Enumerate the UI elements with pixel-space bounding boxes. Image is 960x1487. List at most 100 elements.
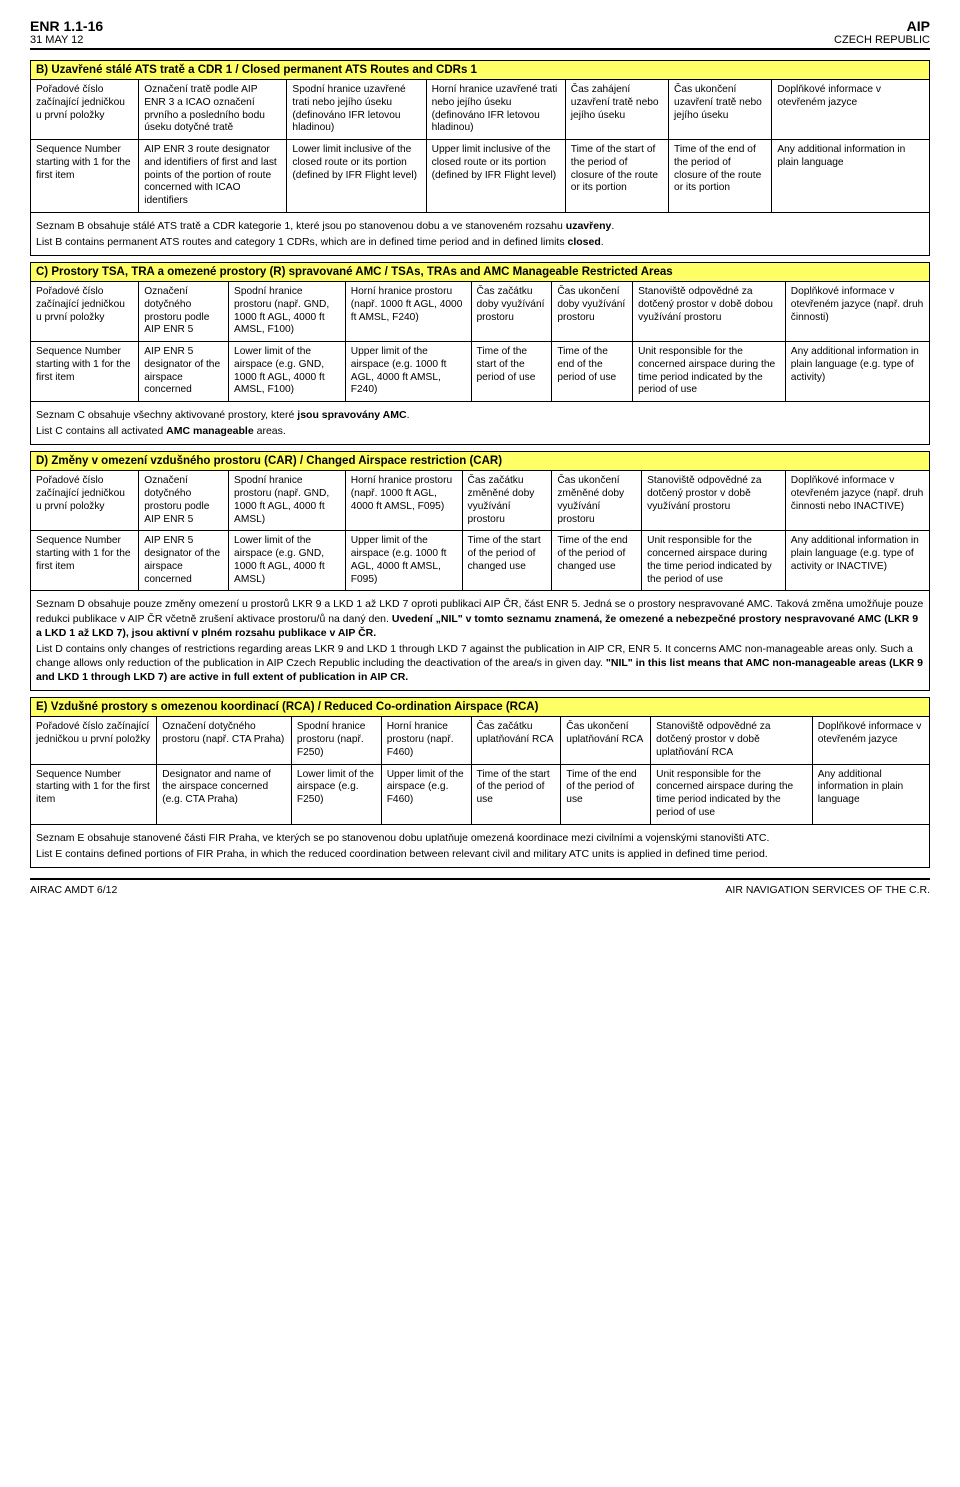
section-b-row-cz: Pořadové číslo začínající jedničkou u pr… — [31, 80, 929, 140]
table-cell: Lower limit of the airspace (e.g. GND, 1… — [229, 342, 346, 402]
table-cell: Doplňkové informace v otevřeném jazyce — [812, 717, 929, 764]
table-cell: Čas začátku uplatňování RCA — [471, 717, 561, 764]
note-text: Seznam C obsahuje všechny aktivované pro… — [36, 408, 924, 422]
section-e-table: Pořadové číslo začínající jedničkou u pr… — [31, 717, 929, 823]
note-text: List D contains only changes of restrict… — [36, 642, 924, 685]
table-cell: Unit responsible for the concerned airsp… — [642, 531, 786, 591]
section-b: B) Uzavřené stálé ATS tratě a CDR 1 / Cl… — [30, 60, 930, 256]
table-cell: Time of the end of the period of use — [552, 342, 633, 402]
table-cell: Pořadové číslo začínající jedničkou u pr… — [31, 471, 139, 531]
table-cell: Time of the start of the period of chang… — [462, 531, 552, 591]
table-cell: Označení dotyčného prostoru podle AIP EN… — [139, 471, 229, 531]
section-c-row-cz: Pořadové číslo začínající jedničkou u pr… — [31, 282, 929, 342]
table-cell: Upper limit of the airspace (e.g. 1000 f… — [345, 342, 471, 402]
table-cell: Time of the end of the period of use — [561, 764, 651, 824]
table-cell: Doplňkové informace v otevřeném jazyce (… — [785, 471, 929, 531]
table-cell: Stanoviště odpovědné za dotčený prostor … — [642, 471, 786, 531]
section-d: D) Změny v omezení vzdušného prostoru (C… — [30, 451, 930, 691]
table-cell: Any additional information in plain lang… — [812, 764, 929, 824]
table-cell: Unit responsible for the concerned airsp… — [651, 764, 813, 824]
section-d-notes: Seznam D obsahuje pouze změny omezení u … — [31, 590, 929, 690]
note-text: Seznam B obsahuje stálé ATS tratě a CDR … — [36, 219, 924, 233]
table-cell: Čas ukončení uzavření tratě nebo jejího … — [669, 80, 772, 140]
table-cell: Sequence Number starting with 1 for the … — [31, 342, 139, 402]
table-cell: AIP ENR 5 designator of the airspace con… — [139, 531, 229, 591]
table-cell: Lower limit of the airspace (e.g. F250) — [291, 764, 381, 824]
table-cell: Any additional information in plain lang… — [772, 140, 929, 212]
table-cell: Spodní hranice prostoru (např. GND, 1000… — [229, 282, 346, 342]
table-cell: Stanoviště odpovědné za dotčený prostor … — [633, 282, 786, 342]
section-e-row-cz: Pořadové číslo začínající jedničkou u pr… — [31, 717, 929, 764]
table-cell: Čas ukončení uplatňování RCA — [561, 717, 651, 764]
note-text: Seznam D obsahuje pouze změny omezení u … — [36, 597, 924, 640]
section-b-row-en: Sequence Number starting with 1 for the … — [31, 140, 929, 212]
table-cell: Označení tratě podle AIP ENR 3 a ICAO oz… — [139, 80, 287, 140]
table-cell: Spodní hranice prostoru (např. GND, 1000… — [229, 471, 346, 531]
header-left: ENR 1.1-16 31 MAY 12 — [30, 18, 103, 46]
table-cell: Doplňkové informace v otevřeném jazyce (… — [785, 282, 929, 342]
table-cell: Označení dotyčného prostoru (např. CTA P… — [157, 717, 292, 764]
table-cell: Čas ukončení doby využívání prostoru — [552, 282, 633, 342]
table-cell: Sequence Number starting with 1 for the … — [31, 140, 139, 212]
page: ENR 1.1-16 31 MAY 12 AIP CZECH REPUBLIC … — [0, 0, 960, 914]
section-c-notes: Seznam C obsahuje všechny aktivované pro… — [31, 401, 929, 444]
country-label: CZECH REPUBLIC — [834, 34, 930, 46]
table-cell: Čas ukončení změněné doby využívání pros… — [552, 471, 642, 531]
footer-right: AIR NAVIGATION SERVICES OF THE C.R. — [725, 884, 930, 896]
table-cell: Upper limit of the airspace (e.g. 1000 f… — [345, 531, 462, 591]
table-cell: Spodní hranice prostoru (např. F250) — [291, 717, 381, 764]
page-header: ENR 1.1-16 31 MAY 12 AIP CZECH REPUBLIC — [30, 18, 930, 50]
page-footer: AIRAC AMDT 6/12 AIR NAVIGATION SERVICES … — [30, 878, 930, 896]
table-cell: Time of the start of the period of use — [471, 764, 561, 824]
table-cell: Time of the end of the period of closure… — [669, 140, 772, 212]
aip-label: AIP — [834, 18, 930, 34]
section-c-title: C) Prostory TSA, TRA a omezené prostory … — [31, 263, 929, 282]
table-cell: Sequence Number starting with 1 for the … — [31, 764, 157, 824]
section-e: E) Vzdušné prostory s omezenou koordinac… — [30, 697, 930, 868]
section-d-title: D) Změny v omezení vzdušného prostoru (C… — [31, 452, 929, 471]
section-b-table: Pořadové číslo začínající jedničkou u pr… — [31, 80, 929, 212]
table-cell: Upper limit inclusive of the closed rout… — [426, 140, 565, 212]
section-d-table: Pořadové číslo začínající jedničkou u pr… — [31, 471, 929, 590]
table-cell: Pořadové číslo začínající jedničkou u pr… — [31, 282, 139, 342]
table-cell: Time of the start of the period of closu… — [565, 140, 668, 212]
table-cell: Stanoviště odpovědné za dotčený prostor … — [651, 717, 813, 764]
table-cell: Unit responsible for the concerned airsp… — [633, 342, 786, 402]
footer-left: AIRAC AMDT 6/12 — [30, 884, 117, 896]
table-cell: Pořadové číslo začínající jedničkou u pr… — [31, 717, 157, 764]
section-b-title: B) Uzavřené stálé ATS tratě a CDR 1 / Cl… — [31, 61, 929, 80]
table-cell: Pořadové číslo začínající jedničkou u pr… — [31, 80, 139, 140]
section-c: C) Prostory TSA, TRA a omezené prostory … — [30, 262, 930, 445]
table-cell: Designator and name of the airspace conc… — [157, 764, 292, 824]
section-e-notes: Seznam E obsahuje stanovené části FIR Pr… — [31, 824, 929, 867]
table-cell: Čas zahájení uzavření tratě nebo jejího … — [565, 80, 668, 140]
table-cell: AIP ENR 5 designator of the airspace con… — [139, 342, 229, 402]
table-cell: Horní hranice prostoru (např. 1000 ft AG… — [345, 282, 471, 342]
table-cell: Označení dotyčného prostoru podle AIP EN… — [139, 282, 229, 342]
note-text: List E contains defined portions of FIR … — [36, 847, 924, 861]
header-right: AIP CZECH REPUBLIC — [834, 18, 930, 46]
table-cell: Čas začátku doby využívání prostoru — [471, 282, 552, 342]
section-b-notes: Seznam B obsahuje stálé ATS tratě a CDR … — [31, 212, 929, 255]
table-cell: Horní hranice uzavřené trati nebo jejího… — [426, 80, 565, 140]
table-cell: Horní hranice prostoru (např. 1000 ft AG… — [345, 471, 462, 531]
table-cell: Sequence Number starting with 1 for the … — [31, 531, 139, 591]
doc-code: ENR 1.1-16 — [30, 18, 103, 34]
note-text: List C contains all activated AMC manage… — [36, 424, 924, 438]
section-d-row-en: Sequence Number starting with 1 for the … — [31, 531, 929, 591]
table-cell: Any additional information in plain lang… — [785, 531, 929, 591]
doc-date: 31 MAY 12 — [30, 34, 103, 46]
section-e-title: E) Vzdušné prostory s omezenou koordinac… — [31, 698, 929, 717]
table-cell: Time of the start of the period of use — [471, 342, 552, 402]
table-cell: AIP ENR 3 route designator and identifie… — [139, 140, 287, 212]
note-text: Seznam E obsahuje stanovené části FIR Pr… — [36, 831, 924, 845]
table-cell: Spodní hranice uzavřené trati nebo jejíh… — [287, 80, 426, 140]
table-cell: Lower limit inclusive of the closed rout… — [287, 140, 426, 212]
table-cell: Čas začátku změněné doby využívání prost… — [462, 471, 552, 531]
table-cell: Upper limit of the airspace (e.g. F460) — [381, 764, 471, 824]
table-cell: Doplňkové informace v otevřeném jazyce — [772, 80, 929, 140]
note-text: List B contains permanent ATS routes and… — [36, 235, 924, 249]
table-cell: Time of the end of the period of changed… — [552, 531, 642, 591]
section-c-table: Pořadové číslo začínající jedničkou u pr… — [31, 282, 929, 401]
table-cell: Lower limit of the airspace (e.g. GND, 1… — [229, 531, 346, 591]
